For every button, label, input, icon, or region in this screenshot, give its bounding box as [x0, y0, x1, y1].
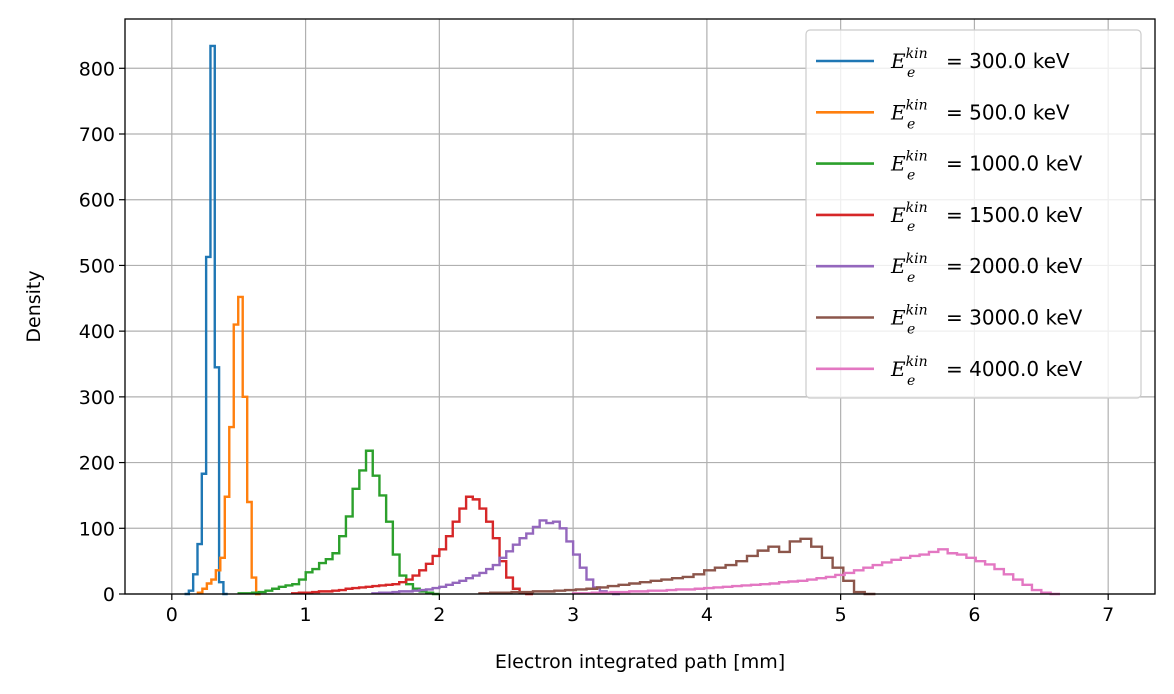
- legend-symbol: E: [890, 254, 906, 278]
- legend-superscript: kin: [906, 97, 928, 113]
- histogram-series-0: [184, 44, 228, 596]
- plot-frame: [124, 18, 1156, 595]
- axis-ticks: 0 1 2 3 4 5 6 7 0 100 200 300 400 500 600 700 800: [79, 58, 1114, 626]
- legend-symbol: E: [890, 152, 906, 176]
- legend-symbol: E: [890, 203, 906, 227]
- histogram-series-1: [196, 295, 261, 596]
- y-tick-label: 600: [79, 190, 115, 212]
- legend-subscript: e: [907, 65, 915, 81]
- x-tick-label: 2: [433, 604, 445, 626]
- x-tick-label: 5: [835, 604, 847, 626]
- y-tick-label: 400: [79, 321, 115, 343]
- legend-entry-6: Ekin e = 4000.0 keV: [890, 354, 1083, 389]
- legend-label: = 1000.0 keV: [946, 152, 1083, 176]
- legend-superscript: kin: [906, 200, 928, 216]
- y-tick-label: 800: [79, 58, 115, 80]
- legend-symbol: E: [890, 306, 906, 330]
- legend-subscript: e: [907, 322, 915, 338]
- legend-label: = 300.0 keV: [946, 49, 1070, 73]
- legend-entry-4: Ekin e = 2000.0 keV: [890, 251, 1083, 286]
- histogram-series-2: [237, 449, 440, 596]
- legend-superscript: kin: [906, 354, 928, 370]
- legend-subscript: e: [907, 270, 915, 286]
- legend-subscript: e: [907, 219, 915, 235]
- legend-subscript: e: [907, 116, 915, 132]
- legend-superscript: kin: [906, 303, 928, 319]
- histogram-series-4: [371, 519, 620, 596]
- legend-label: = 1500.0 keV: [946, 203, 1083, 227]
- legend-entry-0: Ekin e = 300.0 keV: [890, 46, 1070, 81]
- histogram-series-5: [478, 537, 876, 596]
- legend-symbol: E: [890, 357, 906, 381]
- x-tick-label: 4: [701, 604, 713, 626]
- x-tick-label: 1: [300, 604, 312, 626]
- legend-subscript: e: [907, 168, 915, 184]
- y-tick-label: 700: [79, 124, 115, 146]
- y-tick-label: 200: [79, 453, 115, 475]
- x-tick-label: 0: [166, 604, 178, 626]
- legend-label: = 4000.0 keV: [946, 357, 1083, 381]
- x-tick-label: 6: [968, 604, 980, 626]
- legend-entry-2: Ekin e = 1000.0 keV: [890, 149, 1083, 184]
- legend-superscript: kin: [906, 46, 928, 62]
- legend-subscript: e: [907, 373, 915, 389]
- legend: Ekin e = 300.0 keV Ekin e = 500.0 keV Ekin e = 1…: [805, 29, 1142, 399]
- legend-label: = 3000.0 keV: [946, 306, 1083, 330]
- x-tick-label: 7: [1102, 604, 1114, 626]
- legend-symbol: E: [890, 49, 906, 73]
- legend-entry-1: Ekin e = 500.0 keV: [890, 97, 1070, 132]
- y-tick-label: 500: [79, 255, 115, 277]
- legend-symbol: E: [890, 100, 906, 124]
- histogram-series-3: [291, 495, 533, 596]
- legend-entry-3: Ekin e = 1500.0 keV: [890, 200, 1083, 235]
- legend-entry-5: Ekin e = 3000.0 keV: [890, 303, 1083, 338]
- y-tick-label: 100: [79, 518, 115, 540]
- histogram-series-6: [571, 548, 1061, 596]
- legend-superscript: kin: [906, 251, 928, 267]
- y-axis-label: Density: [23, 270, 45, 342]
- legend-superscript: kin: [906, 149, 928, 165]
- x-tick-label: 3: [567, 604, 579, 626]
- series-layer: [184, 44, 1061, 596]
- legend-label: = 500.0 keV: [946, 100, 1070, 124]
- x-axis-label: Electron integrated path [mm]: [495, 651, 785, 673]
- y-tick-label: 0: [103, 584, 115, 606]
- legend-label: = 2000.0 keV: [946, 254, 1083, 278]
- y-tick-label: 300: [79, 387, 115, 409]
- legend-box: [805, 29, 1142, 399]
